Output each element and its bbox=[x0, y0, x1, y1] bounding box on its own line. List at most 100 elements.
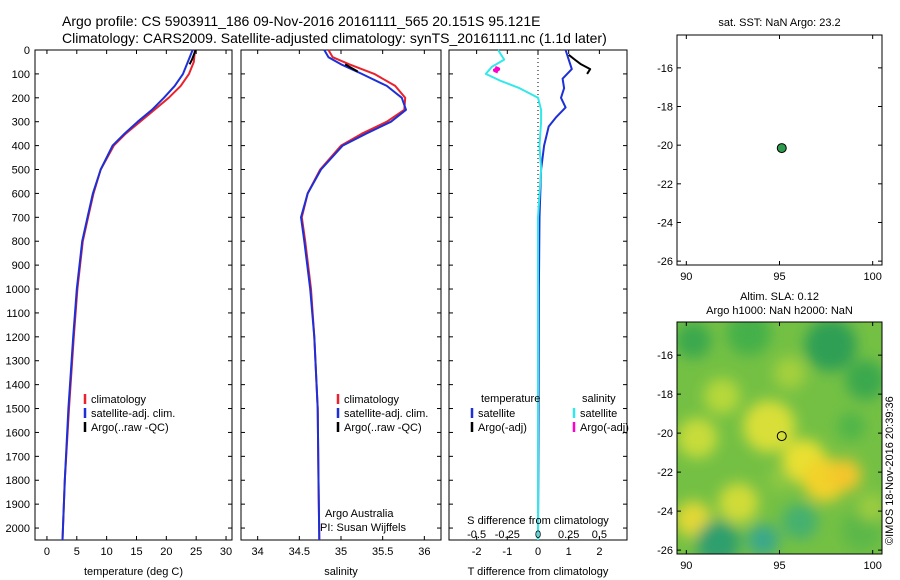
argo-position-marker bbox=[776, 143, 787, 154]
temperature-x-tick-label: 10 bbox=[101, 546, 113, 558]
difference-s-argo-line bbox=[493, 66, 501, 74]
sla-cell bbox=[829, 459, 862, 492]
figure-title-line2: Climatology: CARS2009. Satellite-adjuste… bbox=[62, 30, 607, 46]
difference-x-tick-label: -2 bbox=[472, 546, 482, 558]
temperature-argo-line bbox=[188, 49, 197, 65]
depth-y-tick-label: 200 bbox=[12, 93, 30, 105]
sla-blobs bbox=[677, 322, 882, 554]
imos-watermark: ©IMOS 18-Nov-2016 20:39:36 bbox=[884, 396, 896, 545]
depth-y-tick-label: 400 bbox=[12, 141, 30, 153]
difference-s-satellite-line bbox=[484, 49, 543, 540]
depth-y-tick-label: 700 bbox=[12, 212, 30, 224]
difference-s-label: S difference from climatology bbox=[467, 515, 609, 527]
sla-map-y-tick-label: -26 bbox=[657, 545, 673, 557]
temperature-x-tick-label: 20 bbox=[160, 546, 172, 558]
difference-legend-t-argo-label: Argo(-adj) bbox=[478, 422, 527, 434]
salinity-panel-frame bbox=[240, 49, 442, 541]
sst-map-y-tick-label: -20 bbox=[657, 140, 673, 152]
salinity-note-line2: PI: Susan Wijffels bbox=[320, 522, 406, 534]
depth-y-tick-label: 1500 bbox=[6, 404, 30, 416]
salinity-x-label: salinity bbox=[324, 566, 358, 578]
sla-cell bbox=[704, 378, 741, 415]
salinity-note-line1: Argo Australia bbox=[325, 508, 394, 520]
difference-s-tick-label: -0.5 bbox=[467, 529, 486, 541]
temperature-x-tick-label: 15 bbox=[130, 546, 142, 558]
sla-cell bbox=[747, 524, 780, 554]
temperature-panel-frame bbox=[34, 49, 233, 541]
salinity-climatology-line bbox=[300, 49, 407, 541]
depth-y-tick-label: 1400 bbox=[6, 380, 30, 392]
difference-x-tick-label: 1 bbox=[566, 546, 572, 558]
sla-cell bbox=[773, 357, 806, 390]
temperature-x-tick-label: 0 bbox=[44, 546, 50, 558]
sla-cell bbox=[677, 418, 718, 458]
difference-t-label: T difference from climatology bbox=[468, 566, 609, 578]
depth-y-tick-label: 300 bbox=[12, 117, 30, 129]
sst-map-x-tick-label: 90 bbox=[680, 271, 692, 283]
temperature-x-tick-label: 25 bbox=[190, 546, 202, 558]
sla-map-x-tick-label: 100 bbox=[864, 560, 882, 572]
temperature-x-label: temperature (deg C) bbox=[84, 566, 183, 578]
salinity-x-tick-label: 35 bbox=[335, 546, 347, 558]
sla-map-y-tick-label: -24 bbox=[657, 506, 673, 518]
depth-y-tick-label: 900 bbox=[12, 260, 30, 272]
difference-t-argo-line bbox=[568, 54, 592, 75]
depth-y-tick-label: 600 bbox=[12, 188, 30, 200]
depth-y-tick-label: 100 bbox=[12, 69, 30, 81]
sst-map-x-tick-label: 95 bbox=[773, 271, 785, 283]
sla-cell bbox=[726, 322, 771, 356]
sla-map-title-line1: Altim. SLA: 0.12 bbox=[740, 291, 819, 303]
salinity-legend-0-label: climatology bbox=[344, 394, 400, 406]
salinity-legend-2-label: Argo(..raw -QC) bbox=[344, 422, 422, 434]
sst-map-y-tick-label: -16 bbox=[657, 63, 673, 75]
sla-cell bbox=[718, 482, 759, 523]
sla-map-y-tick-label: -16 bbox=[657, 350, 673, 362]
sst-map-y-tick-label: -18 bbox=[657, 102, 673, 114]
depth-y-tick-label: 1700 bbox=[6, 451, 30, 463]
sla-map-y-tick-label: -22 bbox=[657, 467, 673, 479]
difference-t-satellite-line bbox=[537, 49, 573, 541]
sst-map-title: sat. SST: NaN Argo: 23.2 bbox=[718, 17, 840, 29]
difference-s-tick-label: 0 bbox=[535, 529, 541, 541]
argo-position-marker bbox=[776, 431, 787, 442]
sla-cell bbox=[696, 520, 740, 554]
sla-map-y-tick-label: -20 bbox=[657, 428, 673, 440]
difference-legend-title-salinity: salinity bbox=[582, 393, 616, 405]
depth-y-tick-label: 1300 bbox=[6, 356, 30, 368]
sla-cell bbox=[767, 467, 792, 492]
sst-map-y-tick-label: -26 bbox=[657, 256, 673, 268]
temperature-legend-2-label: Argo(..raw -QC) bbox=[91, 422, 169, 434]
difference-legend-s-satellite-label: satellite bbox=[580, 408, 617, 420]
difference-legend-t-satellite-label: satellite bbox=[478, 408, 515, 420]
difference-x-tick-label: 0 bbox=[535, 546, 541, 558]
sst-map-x-tick-label: 100 bbox=[864, 271, 882, 283]
salinity-x-tick-label: 36 bbox=[418, 546, 430, 558]
depth-y-tick-label: 2000 bbox=[6, 523, 30, 535]
sla-cell bbox=[804, 322, 857, 372]
temperature-legend-1-label: satellite-adj. clim. bbox=[91, 408, 175, 420]
sla-heatmap-field bbox=[677, 322, 882, 554]
sla-cell bbox=[782, 503, 818, 540]
difference-legend-title-temperature: temperature bbox=[481, 393, 540, 405]
salinity-argo-line bbox=[344, 63, 359, 73]
difference-s-tick-label: 0.25 bbox=[558, 529, 579, 541]
sla-cell bbox=[743, 400, 796, 453]
difference-legend-s-argo-label: Argo(-adj) bbox=[580, 422, 629, 434]
difference-x-tick-label: 2 bbox=[596, 546, 602, 558]
sla-cell bbox=[845, 360, 882, 400]
sla-cell bbox=[677, 322, 712, 359]
depth-y-tick-label: 1000 bbox=[6, 284, 30, 296]
sst-map-y-tick-label: -24 bbox=[657, 217, 673, 229]
difference-s-tick-label: 0.5 bbox=[592, 529, 607, 541]
sla-map-y-tick-label: -18 bbox=[657, 389, 673, 401]
temperature-satellite-line bbox=[61, 49, 194, 541]
depth-y-tick-label: 1100 bbox=[6, 308, 30, 320]
temperature-x-tick-label: 5 bbox=[74, 546, 80, 558]
sst-map-y-tick-label: -22 bbox=[657, 179, 673, 191]
temperature-climatology-line bbox=[61, 49, 196, 541]
salinity-x-tick-label: 34 bbox=[252, 546, 264, 558]
depth-y-tick-label: 1600 bbox=[6, 427, 30, 439]
difference-x-tick-label: -1 bbox=[502, 546, 512, 558]
salinity-x-tick-label: 35.5 bbox=[372, 546, 393, 558]
